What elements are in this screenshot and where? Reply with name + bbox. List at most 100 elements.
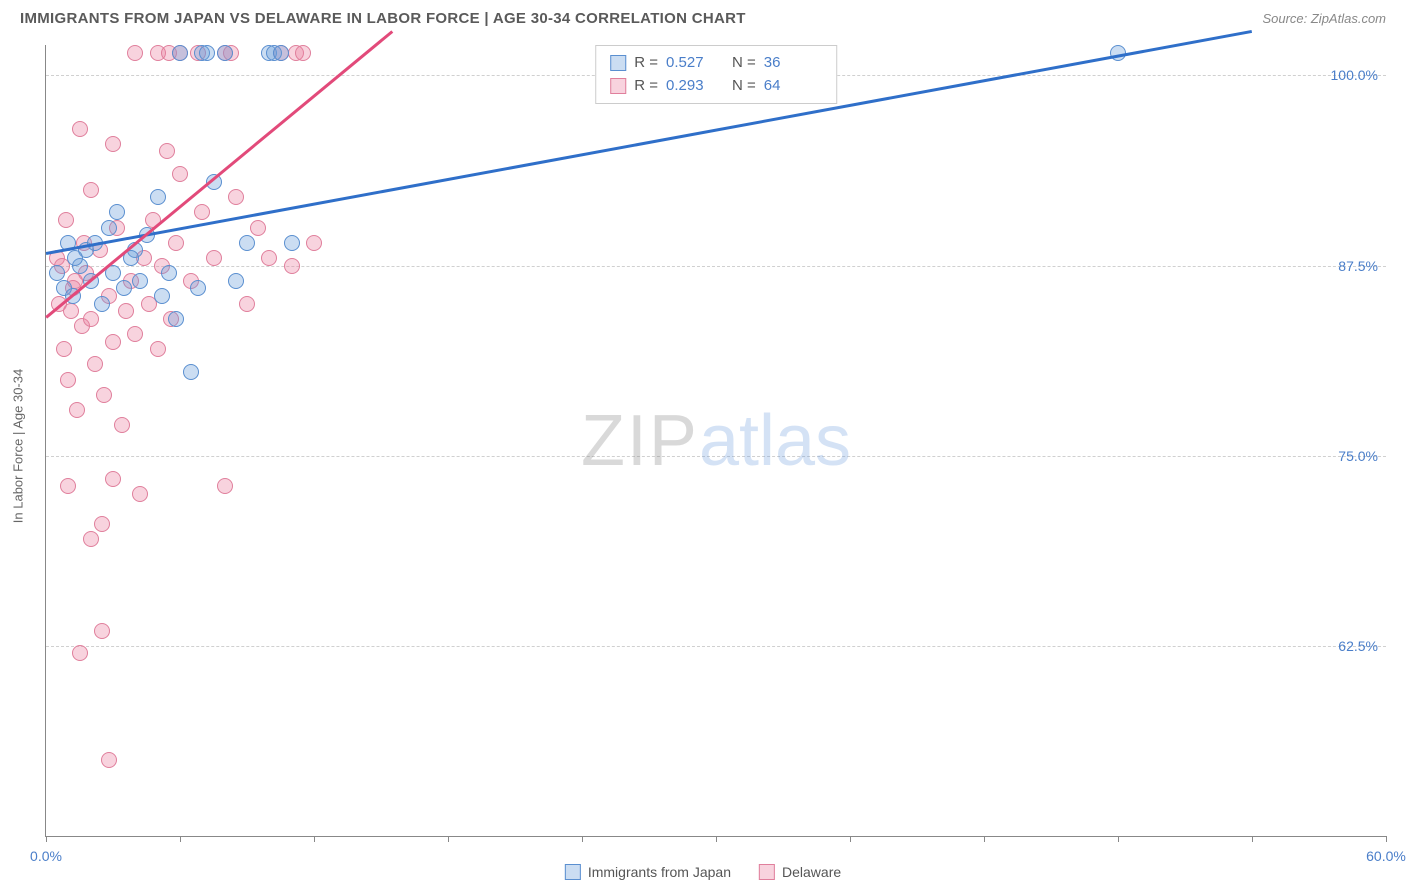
x-tick-mark [1118, 836, 1119, 842]
x-tick-mark [1252, 836, 1253, 842]
n-label: N = [732, 75, 756, 98]
legend-swatch [610, 55, 626, 71]
data-point [217, 45, 233, 61]
data-point [69, 402, 85, 418]
data-point [116, 280, 132, 296]
data-point [87, 356, 103, 372]
data-point [101, 220, 117, 236]
legend-item: Delaware [759, 864, 841, 880]
x-tick-label: 60.0% [1366, 848, 1406, 864]
legend-swatch [565, 864, 581, 880]
x-tick-mark [180, 836, 181, 842]
data-point [118, 303, 134, 319]
data-point [199, 45, 215, 61]
x-tick-label: 0.0% [30, 848, 62, 864]
data-point [105, 471, 121, 487]
data-point [183, 364, 199, 380]
data-point [72, 645, 88, 661]
gridline [46, 646, 1386, 647]
data-point [56, 341, 72, 357]
data-point [83, 182, 99, 198]
legend-swatch [759, 864, 775, 880]
data-point [239, 235, 255, 251]
data-point [150, 189, 166, 205]
data-point [63, 303, 79, 319]
data-point [194, 204, 210, 220]
data-point [228, 273, 244, 289]
data-point [96, 387, 112, 403]
data-point [228, 189, 244, 205]
data-point [168, 311, 184, 327]
series-legend: Immigrants from Japan Delaware [565, 864, 841, 880]
data-point [67, 250, 83, 266]
legend-label: Delaware [782, 864, 841, 880]
chart-title: IMMIGRANTS FROM JAPAN VS DELAWARE IN LAB… [20, 10, 746, 27]
data-point [172, 166, 188, 182]
y-tick-label: 100.0% [1331, 67, 1378, 83]
data-point [217, 478, 233, 494]
x-tick-mark [984, 836, 985, 842]
data-point [49, 265, 65, 281]
data-point [190, 280, 206, 296]
data-point [172, 45, 188, 61]
legend-row: R = 0.527 N = 36 [610, 52, 822, 75]
data-point [60, 372, 76, 388]
data-point [101, 752, 117, 768]
data-point [83, 311, 99, 327]
correlation-legend: R = 0.527 N = 36 R = 0.293 N = 64 [595, 45, 837, 104]
x-tick-mark [582, 836, 583, 842]
data-point [206, 250, 222, 266]
x-tick-mark [716, 836, 717, 842]
data-point [154, 288, 170, 304]
data-point [284, 258, 300, 274]
gridline [46, 456, 1386, 457]
legend-label: Immigrants from Japan [588, 864, 731, 880]
chart-plot-area: 62.5%75.0%87.5%100.0%0.0%60.0% ZIPatlas … [45, 45, 1386, 837]
data-point [83, 531, 99, 547]
data-point [58, 212, 74, 228]
r-value: 0.527 [666, 52, 724, 75]
trend-line [45, 30, 393, 318]
n-value: 64 [764, 75, 822, 98]
data-point [105, 334, 121, 350]
data-point [250, 220, 266, 236]
n-label: N = [732, 52, 756, 75]
x-tick-mark [314, 836, 315, 842]
data-point [261, 250, 277, 266]
data-point [132, 273, 148, 289]
data-point [295, 45, 311, 61]
data-point [109, 204, 125, 220]
y-tick-label: 62.5% [1338, 638, 1378, 654]
n-value: 36 [764, 52, 822, 75]
x-tick-mark [46, 836, 47, 842]
source-attribution: Source: ZipAtlas.com [1262, 11, 1386, 26]
data-point [284, 235, 300, 251]
data-point [105, 136, 121, 152]
data-point [72, 121, 88, 137]
chart-header: IMMIGRANTS FROM JAPAN VS DELAWARE IN LAB… [0, 0, 1406, 35]
data-point [127, 45, 143, 61]
data-point [114, 417, 130, 433]
x-tick-mark [448, 836, 449, 842]
legend-swatch [610, 78, 626, 94]
r-label: R = [634, 52, 658, 75]
x-tick-mark [1386, 836, 1387, 842]
data-point [150, 341, 166, 357]
data-point [168, 235, 184, 251]
legend-row: R = 0.293 N = 64 [610, 75, 822, 98]
y-tick-label: 87.5% [1338, 258, 1378, 274]
data-point [94, 623, 110, 639]
data-point [273, 45, 289, 61]
legend-item: Immigrants from Japan [565, 864, 731, 880]
data-point [159, 143, 175, 159]
r-value: 0.293 [666, 75, 724, 98]
y-axis-label: In Labor Force | Age 30-34 [11, 369, 26, 523]
data-point [94, 296, 110, 312]
gridline [46, 266, 1386, 267]
data-point [239, 296, 255, 312]
data-point [60, 478, 76, 494]
data-point [161, 265, 177, 281]
data-point [132, 486, 148, 502]
data-point [127, 326, 143, 342]
r-label: R = [634, 75, 658, 98]
